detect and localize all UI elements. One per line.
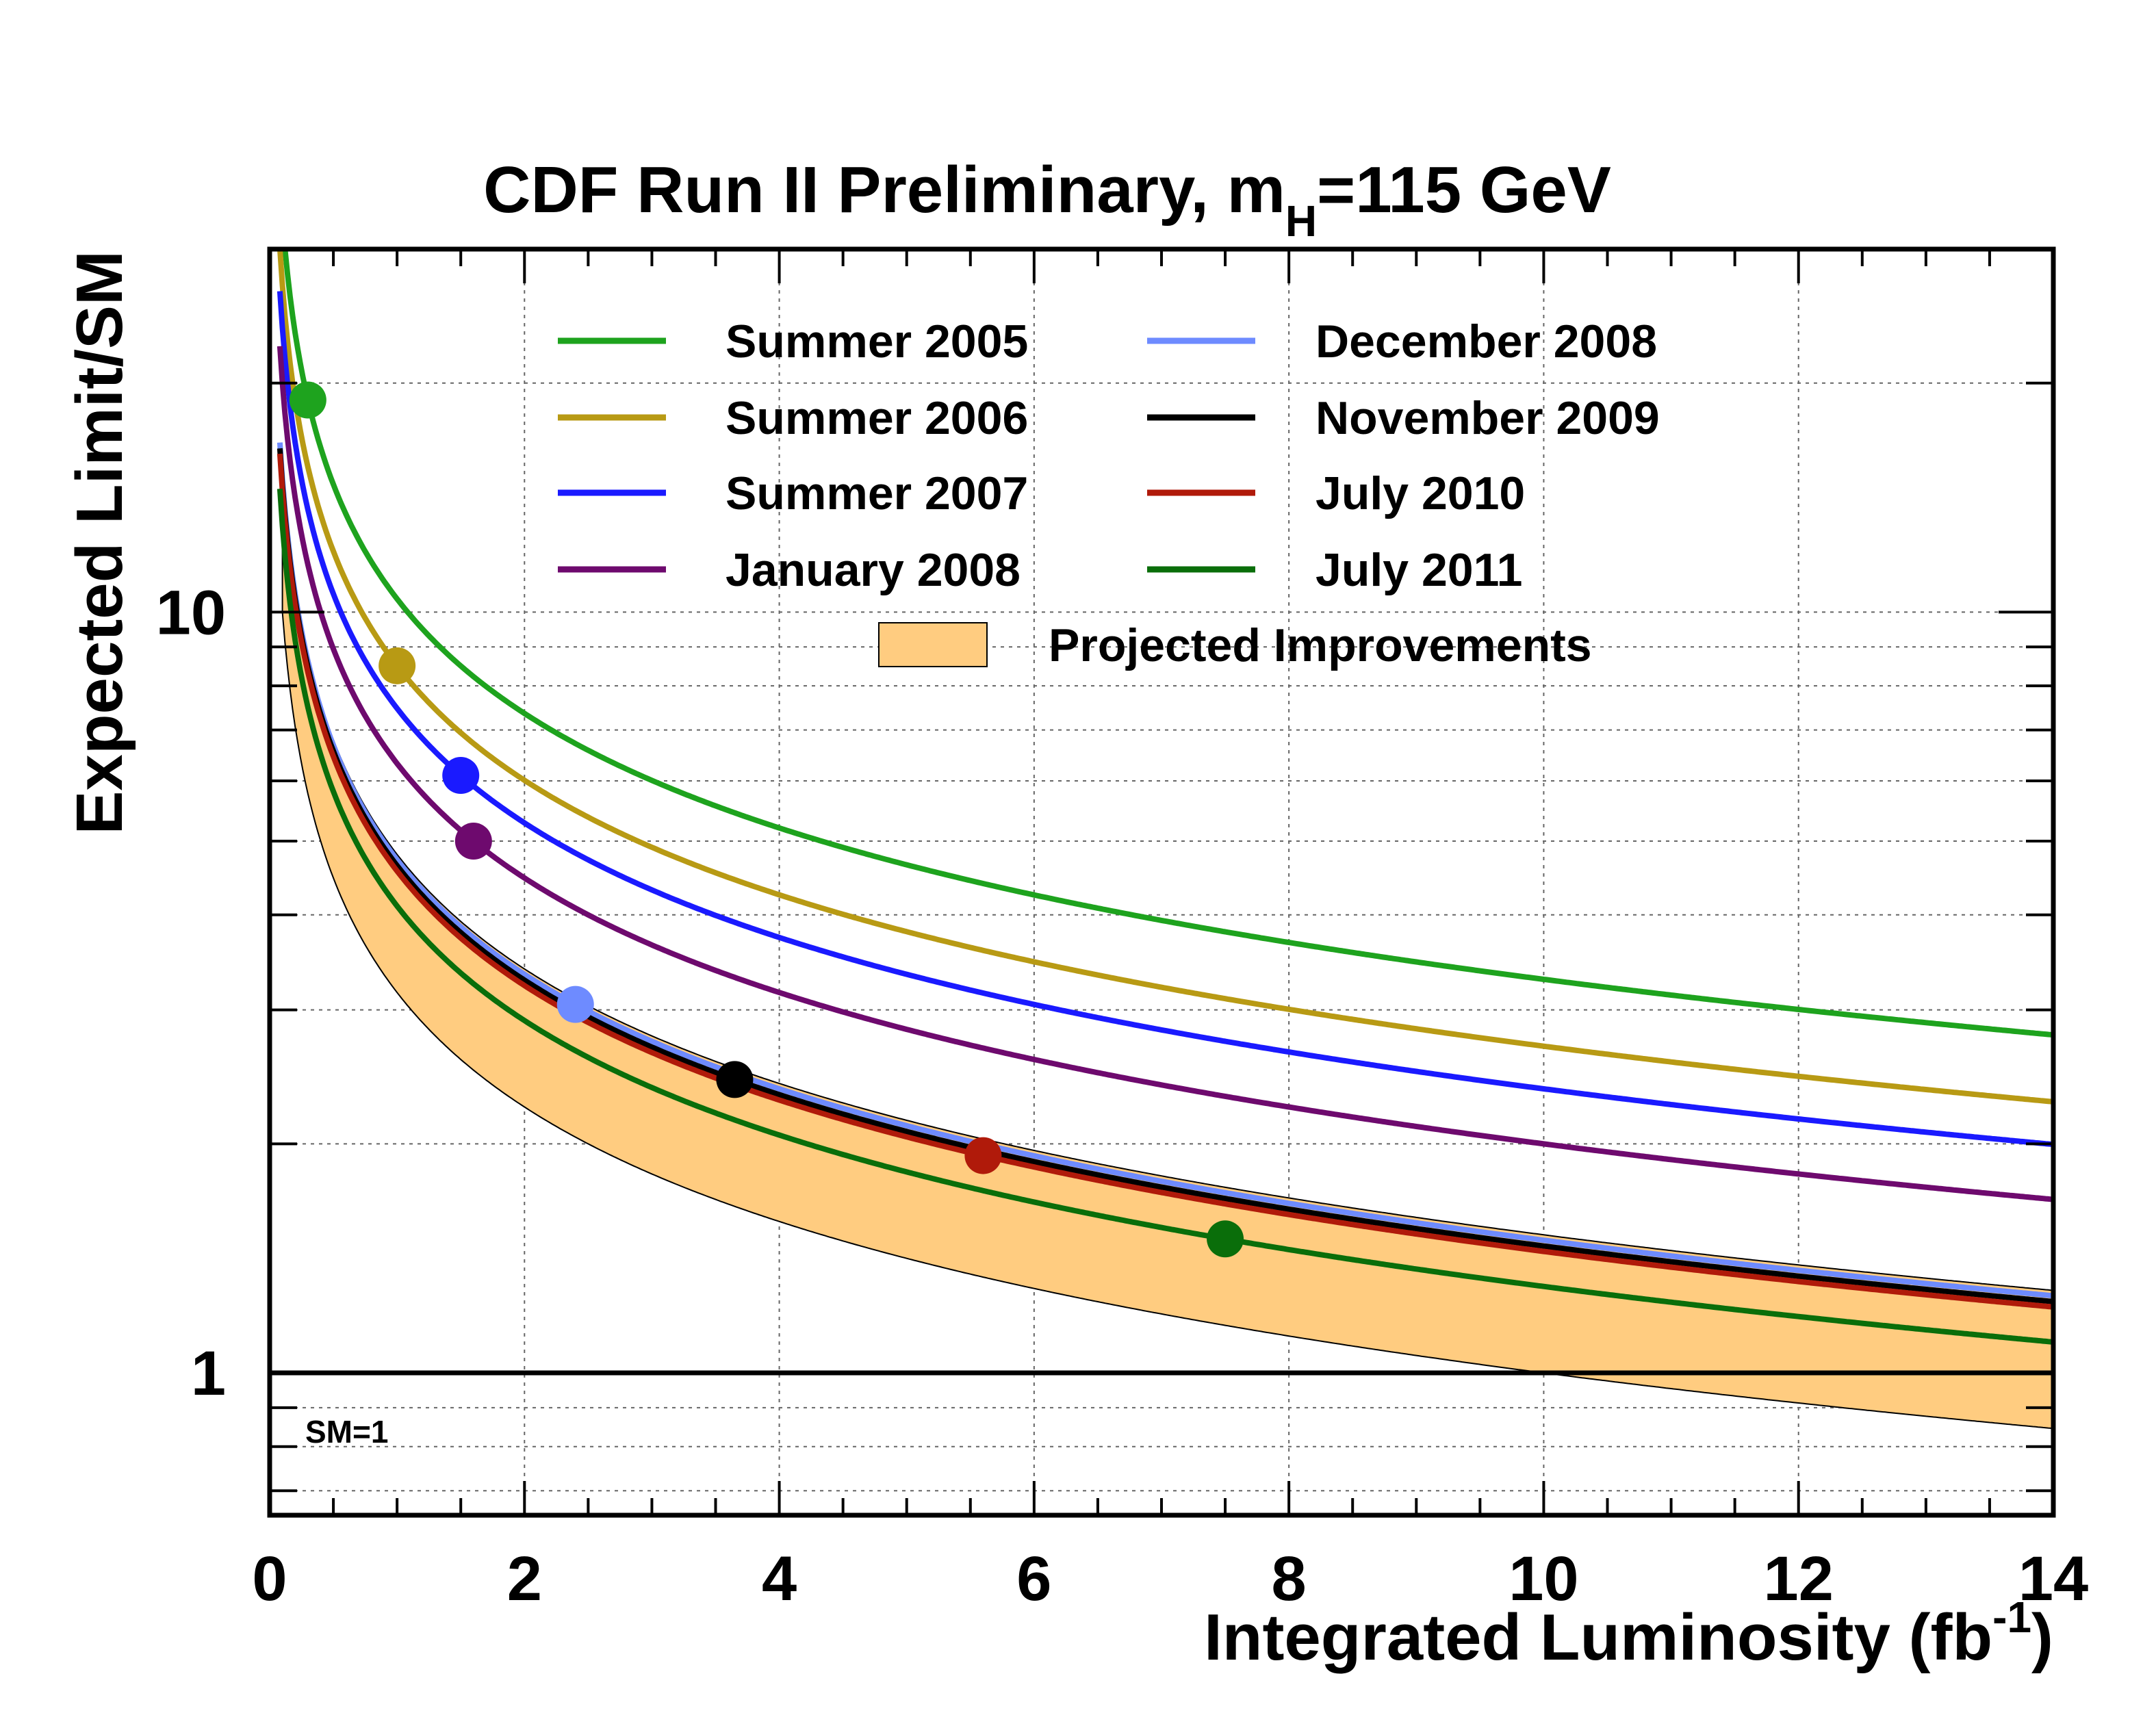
- legend-label: January 2008: [726, 544, 1021, 596]
- legend-label: July 2010: [1316, 467, 1525, 519]
- series-line: [277, 291, 2053, 1148]
- legend-label: November 2009: [1316, 392, 1660, 444]
- legend-entry: July 2010: [1147, 467, 1525, 519]
- legend-entry: November 2009: [1147, 392, 1660, 444]
- series-line: [277, 346, 2053, 1202]
- y-tick-label: 1: [191, 1339, 226, 1408]
- x-axis-title-superscript: -1: [1992, 1593, 2031, 1642]
- x-tick-label: 10: [1509, 1544, 1578, 1614]
- series-marker: [964, 1137, 1002, 1174]
- x-tick-label: 6: [1016, 1544, 1051, 1614]
- chart-title: CDF Run II Preliminary, mH=115 GeV: [483, 153, 1611, 246]
- legend-entry: Summer 2006: [558, 392, 1028, 444]
- x-tick-label: 14: [2018, 1544, 2088, 1614]
- legend-label: Summer 2005: [726, 315, 1028, 368]
- x-axis-title-tail: ): [2031, 1601, 2053, 1674]
- series-marker: [1207, 1220, 1244, 1258]
- series-marker: [454, 823, 492, 860]
- plot-frame: [267, 246, 2056, 1518]
- axis-tick-labels: 0 2 4 6 8 10 12 14 1 10: [156, 578, 2089, 1614]
- series-marker: [556, 986, 594, 1023]
- sm-reference-label: SM=1: [305, 1414, 388, 1450]
- series-line: [277, 488, 2053, 1345]
- series-marker: [442, 757, 480, 795]
- axis-ticks: [268, 249, 2055, 1515]
- chart-title-subscript: H: [1285, 196, 1317, 246]
- legend-entry: Summer 2007: [558, 467, 1028, 519]
- series-marker: [716, 1061, 754, 1098]
- legend-band-label: Projected Improvements: [1049, 619, 1592, 671]
- x-axis-title-main: Integrated Luminosity (fb: [1204, 1601, 1992, 1674]
- legend-entry: Summer 2005: [558, 315, 1028, 368]
- x-tick-label: 8: [1272, 1544, 1307, 1614]
- series-line: [282, 249, 2053, 1038]
- legend-band-swatch: [878, 622, 988, 667]
- x-tick-label: 12: [1764, 1544, 1834, 1614]
- chart-title-main: CDF Run II Preliminary, m: [483, 153, 1285, 227]
- legend-label: Summer 2007: [726, 467, 1028, 519]
- legend-label: December 2008: [1316, 315, 1657, 368]
- series-markers: [289, 381, 1244, 1258]
- projected-improvements-band: [281, 474, 2053, 1430]
- x-tick-label: 4: [762, 1544, 797, 1614]
- legend-entry-band: Projected Improvements: [878, 619, 1592, 671]
- legend-entry: December 2008: [1147, 315, 1657, 368]
- legend-entry: January 2008: [558, 544, 1021, 596]
- series-marker: [378, 647, 416, 684]
- legend-entry: July 2011: [1147, 544, 1522, 596]
- legend: Summer 2005 Summer 2006 Summer 2007 January…: [558, 315, 1660, 671]
- legend-label: Summer 2006: [726, 392, 1028, 444]
- series-line: [277, 249, 2053, 1105]
- x-axis-title: Integrated Luminosity (fb-1): [1204, 1593, 2053, 1674]
- x-tick-label: 2: [507, 1544, 542, 1614]
- chart-title-tail: =115 GeV: [1317, 153, 1611, 227]
- y-tick-label: 10: [156, 578, 226, 647]
- series-marker: [289, 381, 326, 419]
- y-axis-title: Expected Limit/SM: [63, 250, 136, 835]
- x-tick-label: 0: [252, 1544, 287, 1614]
- legend-label: July 2011: [1316, 544, 1522, 596]
